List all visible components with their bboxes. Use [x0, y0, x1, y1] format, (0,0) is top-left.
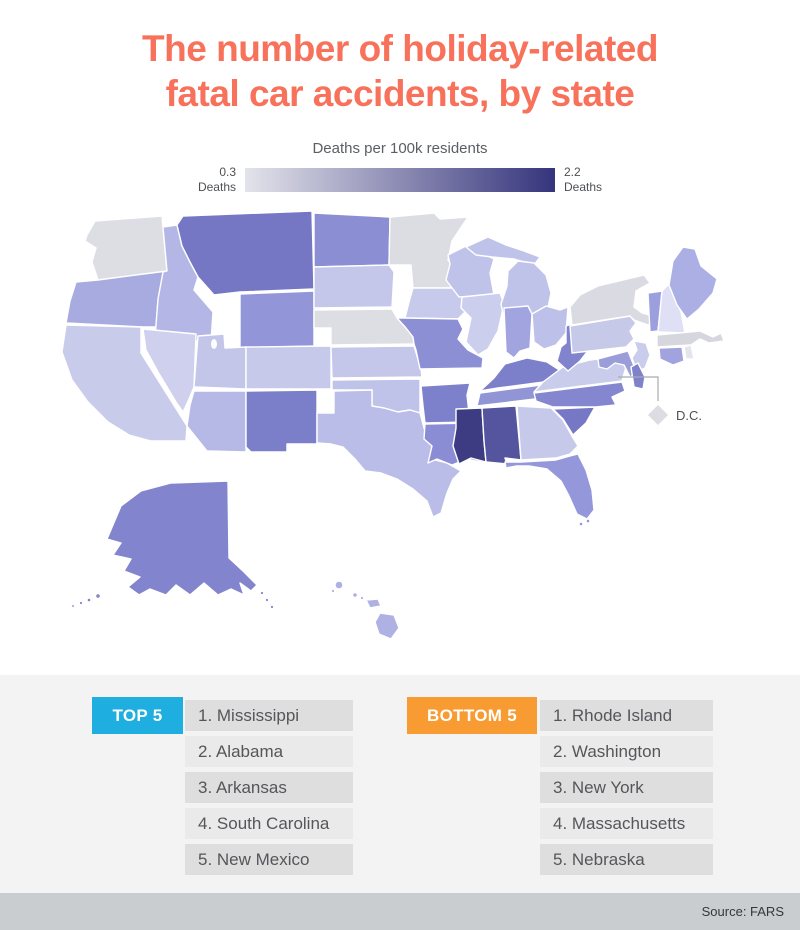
legend-max-unit: Deaths — [564, 180, 603, 194]
list-item: 4. South Carolina — [185, 808, 353, 839]
list-item: 3. Arkansas — [185, 772, 353, 803]
legend-max-value: 2.2 — [564, 165, 581, 179]
great-salt-lake — [211, 339, 217, 349]
legend-min-label: 0.3 Deaths — [198, 165, 236, 195]
state-massachusetts — [656, 330, 725, 348]
title-line-2: fatal car accidents, by state — [165, 73, 635, 115]
us-choropleth-map: D.C. — [61, 210, 725, 640]
state-new-mexico — [245, 389, 318, 453]
state-alabama — [481, 405, 522, 465]
list-item: 5. Nebraska — [540, 844, 713, 875]
state-kentucky — [479, 357, 562, 392]
state-north-dakota — [313, 212, 391, 268]
state-utah — [193, 333, 247, 390]
state-colorado — [245, 345, 332, 390]
state-nebraska — [313, 308, 415, 346]
state-hawaii — [330, 580, 400, 640]
legend-min-value: 0.3 — [219, 165, 236, 179]
state-connecticut — [658, 346, 685, 366]
bottom5-list: 1. Rhode Island 2. Washington 3. New Yor… — [540, 700, 713, 880]
state-rhode-island — [683, 344, 695, 360]
state-montana — [176, 210, 315, 296]
state-wyoming — [239, 290, 315, 349]
title-line-1: The number of holiday-related — [142, 28, 658, 69]
state-washington — [84, 215, 168, 281]
state-texas — [316, 389, 462, 518]
list-item: 4. Massachusetts — [540, 808, 713, 839]
legend-title: Deaths per 100k residents — [312, 140, 488, 157]
state-nevada — [142, 328, 197, 413]
top5-badge: TOP 5 — [92, 697, 183, 734]
list-item: 5. New Mexico — [185, 844, 353, 875]
state-illinois — [460, 292, 505, 356]
page-title: The number of holiday-related fatal car a… — [0, 26, 800, 116]
state-new-hampshire — [657, 283, 686, 334]
state-california — [61, 324, 188, 442]
state-new-york — [569, 274, 663, 326]
list-item: 3. New York — [540, 772, 713, 803]
bottom5-badge: BOTTOM 5 — [407, 697, 537, 734]
list-item: 1. Mississippi — [185, 700, 353, 731]
legend-scale: 0.3 Deaths 2.2 Deaths — [0, 165, 800, 195]
list-item: 2. Alabama — [185, 736, 353, 767]
state-south-dakota — [313, 264, 395, 309]
state-arizona — [186, 390, 247, 453]
state-alaska — [70, 480, 275, 610]
state-mississippi — [452, 407, 487, 465]
state-district-of-columbia — [646, 403, 670, 427]
dc-label: D.C. — [676, 408, 702, 423]
state-maryland — [597, 350, 638, 378]
state-north-carolina — [533, 381, 626, 408]
state-indiana — [503, 305, 533, 359]
state-ohio — [531, 305, 569, 350]
state-oregon — [65, 270, 168, 328]
top5-list: 1. Mississippi 2. Alabama 3. Arkansas 4.… — [185, 700, 353, 880]
state-missouri — [396, 317, 484, 370]
state-florida — [504, 453, 595, 527]
legend-max-label: 2.2 Deaths — [564, 165, 602, 195]
list-item: 1. Rhode Island — [540, 700, 713, 731]
rankings-panel: TOP 5 1. Mississippi 2. Alabama 3. Arkan… — [0, 675, 800, 893]
legend-gradient-bar — [245, 168, 555, 192]
legend: Deaths per 100k residents 0.3 Deaths 2.2 D… — [0, 140, 800, 195]
footer-bar: Source: FARS — [0, 893, 800, 930]
list-item: 2. Washington — [540, 736, 713, 767]
source-text: Source: FARS — [701, 904, 784, 919]
dc-callout-line — [618, 376, 659, 401]
state-kansas — [330, 345, 423, 379]
state-georgia — [516, 405, 579, 461]
state-maine — [668, 246, 718, 320]
state-delaware — [630, 362, 646, 390]
legend-min-unit: Deaths — [197, 180, 236, 194]
